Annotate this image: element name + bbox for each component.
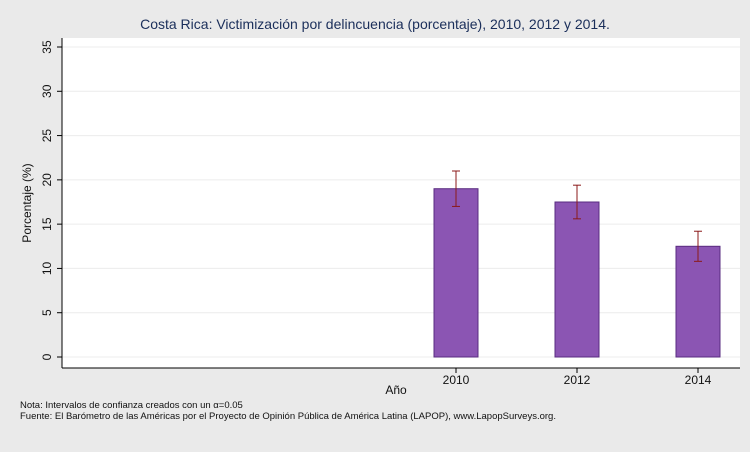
y-tick-label: 10 [40,261,54,275]
x-tick-label: 2012 [564,373,591,387]
y-tick-label: 0 [40,353,54,360]
x-tick-label: 2010 [443,373,470,387]
y-ticks: 0 5 10 15 20 25 30 35 [40,40,62,360]
plot-area [62,38,740,368]
x-axis-title: Año [385,383,407,397]
y-tick-label: 5 [40,309,54,316]
y-axis-title: Porcentaje (%) [20,163,34,242]
grid-lines [62,46,740,358]
error-bars [452,170,702,262]
footnote-note: Nota: Intervalos de confianza creados co… [20,400,243,411]
footnote-source: Fuente: El Barómetro de las Américas por… [20,411,556,422]
y-tick-label: 35 [40,40,54,54]
bar [675,245,721,358]
bar [433,188,479,358]
x-ticks: 2010 2012 2014 [443,368,712,387]
x-tick-label: 2014 [685,373,712,387]
bars [433,188,721,358]
y-tick-label: 30 [40,84,54,98]
bar [554,201,600,358]
y-tick-label: 20 [40,173,54,187]
chart-title: Costa Rica: Victimización por delincuenc… [140,16,610,32]
y-tick-label: 25 [40,129,54,143]
y-tick-label: 15 [40,217,54,231]
